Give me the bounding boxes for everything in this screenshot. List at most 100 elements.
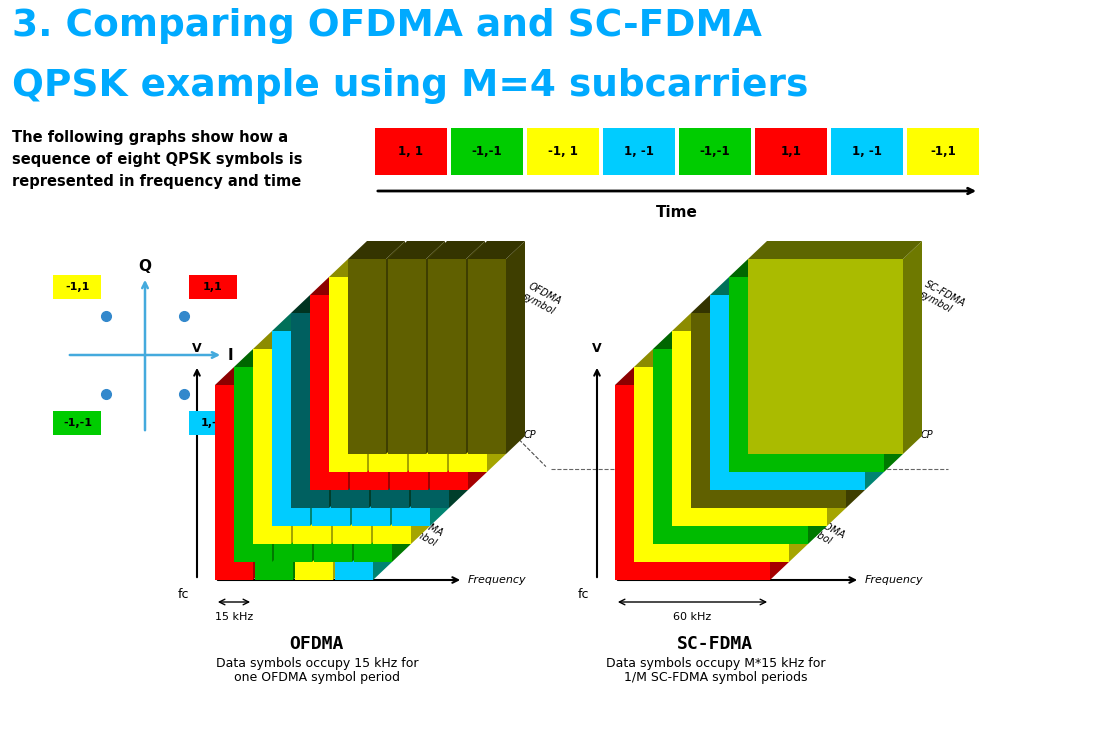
Polygon shape xyxy=(373,331,430,349)
Polygon shape xyxy=(409,259,466,277)
Polygon shape xyxy=(295,385,333,580)
Polygon shape xyxy=(349,313,369,526)
Polygon shape xyxy=(271,313,329,331)
Polygon shape xyxy=(215,367,271,385)
FancyBboxPatch shape xyxy=(189,276,236,300)
Polygon shape xyxy=(371,331,390,544)
Polygon shape xyxy=(354,367,392,562)
Text: Time: Time xyxy=(642,554,668,580)
Text: 1, 1: 1, 1 xyxy=(399,145,423,158)
Polygon shape xyxy=(354,349,411,367)
Polygon shape xyxy=(371,313,409,508)
Polygon shape xyxy=(291,331,310,544)
Polygon shape xyxy=(671,331,828,526)
Bar xyxy=(451,128,523,175)
Text: -1,-1: -1,-1 xyxy=(471,145,502,158)
Polygon shape xyxy=(409,277,447,472)
Polygon shape xyxy=(310,277,367,295)
Polygon shape xyxy=(748,241,922,259)
Polygon shape xyxy=(310,295,348,490)
FancyBboxPatch shape xyxy=(189,411,236,435)
Polygon shape xyxy=(255,385,293,580)
Polygon shape xyxy=(884,259,903,472)
Text: CP: CP xyxy=(524,430,536,439)
Polygon shape xyxy=(312,313,369,331)
Polygon shape xyxy=(271,331,310,526)
Text: -1,-1: -1,-1 xyxy=(700,145,731,158)
Polygon shape xyxy=(748,259,903,454)
Bar xyxy=(528,128,599,175)
Text: Q: Q xyxy=(138,259,152,274)
Polygon shape xyxy=(312,331,349,526)
Polygon shape xyxy=(392,331,430,526)
Text: OFDMA: OFDMA xyxy=(290,635,344,653)
Polygon shape xyxy=(449,277,487,472)
Text: 60 kHz: 60 kHz xyxy=(674,612,712,622)
Polygon shape xyxy=(333,349,371,544)
Polygon shape xyxy=(349,277,407,295)
Text: Data symbols occupy 15 kHz for: Data symbols occupy 15 kHz for xyxy=(215,657,418,670)
Polygon shape xyxy=(352,331,390,526)
Polygon shape xyxy=(388,259,426,454)
Polygon shape xyxy=(789,349,808,562)
Text: -1,-1: -1,-1 xyxy=(63,418,92,427)
Polygon shape xyxy=(392,349,411,562)
Text: 15 kHz: 15 kHz xyxy=(215,612,253,622)
Polygon shape xyxy=(468,241,525,259)
Polygon shape xyxy=(430,277,487,295)
Text: Time: Time xyxy=(242,554,268,580)
Polygon shape xyxy=(428,241,485,259)
Polygon shape xyxy=(333,331,390,349)
Polygon shape xyxy=(411,313,449,508)
Polygon shape xyxy=(291,313,329,508)
Polygon shape xyxy=(729,277,884,472)
Text: 1, -1: 1, -1 xyxy=(624,145,654,158)
Polygon shape xyxy=(428,259,466,454)
Text: 1, -1: 1, -1 xyxy=(852,145,881,158)
Polygon shape xyxy=(729,259,903,277)
FancyBboxPatch shape xyxy=(54,411,101,435)
Text: The following graphs show how a
sequence of eight QPSK symbols is
represented in: The following graphs show how a sequence… xyxy=(12,130,302,190)
Polygon shape xyxy=(310,313,329,526)
Polygon shape xyxy=(388,277,407,490)
Polygon shape xyxy=(828,313,846,526)
Polygon shape xyxy=(234,349,291,367)
Polygon shape xyxy=(411,295,468,313)
Polygon shape xyxy=(333,367,352,580)
Text: 3. Comparing OFDMA and SC-FDMA: 3. Comparing OFDMA and SC-FDMA xyxy=(12,8,762,44)
Polygon shape xyxy=(352,313,409,331)
Text: 1/M SC-FDMA symbol periods: 1/M SC-FDMA symbol periods xyxy=(623,671,807,684)
Polygon shape xyxy=(234,367,271,562)
Polygon shape xyxy=(449,259,506,277)
Polygon shape xyxy=(865,277,884,490)
Polygon shape xyxy=(329,259,386,277)
Polygon shape xyxy=(615,367,789,385)
Text: 1,1: 1,1 xyxy=(780,145,801,158)
Polygon shape xyxy=(373,349,411,544)
Text: V: V xyxy=(192,342,202,355)
Polygon shape xyxy=(369,259,426,277)
Polygon shape xyxy=(634,367,789,562)
Polygon shape xyxy=(314,367,352,562)
FancyBboxPatch shape xyxy=(54,276,101,300)
Polygon shape xyxy=(388,241,445,259)
Polygon shape xyxy=(331,313,369,508)
Polygon shape xyxy=(710,295,865,490)
Text: OFDMA
symbol: OFDMA symbol xyxy=(403,513,445,549)
Polygon shape xyxy=(392,313,449,331)
Polygon shape xyxy=(468,277,487,490)
Text: V: V xyxy=(592,342,602,355)
Polygon shape xyxy=(447,259,466,472)
Bar xyxy=(603,128,675,175)
Polygon shape xyxy=(409,295,428,508)
Polygon shape xyxy=(373,367,392,580)
Text: 1,1: 1,1 xyxy=(202,282,222,292)
Polygon shape xyxy=(506,241,525,454)
Polygon shape xyxy=(349,295,388,490)
Text: 1,-1: 1,-1 xyxy=(200,418,225,427)
Polygon shape xyxy=(390,277,447,295)
Polygon shape xyxy=(329,277,367,472)
Bar xyxy=(831,128,903,175)
Polygon shape xyxy=(653,349,808,544)
Polygon shape xyxy=(271,349,291,562)
